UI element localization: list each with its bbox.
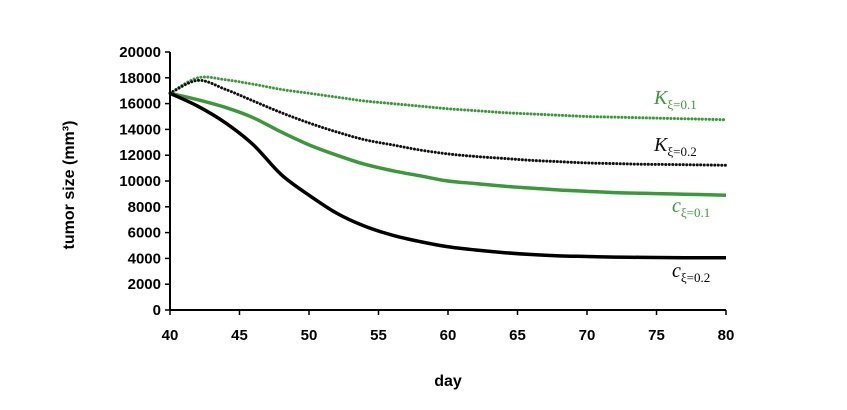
series-label: Kξ=0.1	[653, 87, 697, 112]
series-label-name: c	[672, 195, 681, 217]
series-label: cξ=0.1	[672, 195, 710, 220]
series-label-name: c	[672, 260, 681, 282]
x-tick-label: 55	[370, 327, 387, 344]
x-tick-label: 50	[301, 327, 318, 344]
x-tick-label: 45	[231, 327, 248, 344]
y-tick-label: 10000	[119, 173, 161, 190]
series-line-K-ξ=0.1	[168, 75, 728, 122]
series-label-name: K	[653, 134, 669, 156]
x-axis-title: day	[434, 373, 462, 390]
y-tick-label: 6000	[128, 225, 161, 242]
series-label: cξ=0.2	[672, 260, 710, 285]
series-label: Kξ=0.2	[653, 134, 697, 159]
y-tick-label: 8000	[128, 199, 161, 216]
x-tick-label: 65	[509, 327, 526, 344]
series-label-subscript: ξ=0.2	[681, 270, 710, 285]
series-labels: Kξ=0.1Kξ=0.2cξ=0.1cξ=0.2	[653, 87, 710, 285]
series-label-subscript: ξ=0.1	[681, 205, 710, 220]
y-tick-label: 16000	[119, 96, 161, 113]
series-layer	[168, 75, 728, 260]
y-tick-label: 0	[153, 302, 161, 319]
series-label-subscript: ξ=0.1	[667, 97, 696, 112]
y-tick-label: 20000	[119, 44, 161, 61]
x-tick-label: 70	[579, 327, 596, 344]
y-tick-label: 18000	[119, 70, 161, 87]
y-axis-title: tumor size (mm³)	[61, 121, 78, 250]
y-tick-label: 12000	[119, 147, 161, 164]
y-tick-label: 2000	[128, 276, 161, 293]
x-tick-label: 75	[648, 327, 665, 344]
series-label-subscript: ξ=0.2	[667, 144, 696, 159]
x-tick-label: 80	[718, 327, 735, 344]
series-line-c-ξ=0.2	[169, 91, 727, 260]
series-label-name: K	[653, 87, 669, 109]
y-ticks: 0 2000 4000 6000 8000 10000 12000 14000 16000 180…	[119, 44, 170, 319]
y-tick-label: 4000	[128, 250, 161, 267]
x-tick-label: 40	[162, 327, 179, 344]
x-tick-label: 60	[440, 327, 457, 344]
x-ticks: 40 45 50 55 60 65 70 75 80	[162, 310, 735, 344]
y-tick-label: 14000	[119, 121, 161, 138]
series-line-K-ξ=0.2	[168, 78, 728, 167]
series-line-c-ξ=0.1	[169, 91, 727, 197]
